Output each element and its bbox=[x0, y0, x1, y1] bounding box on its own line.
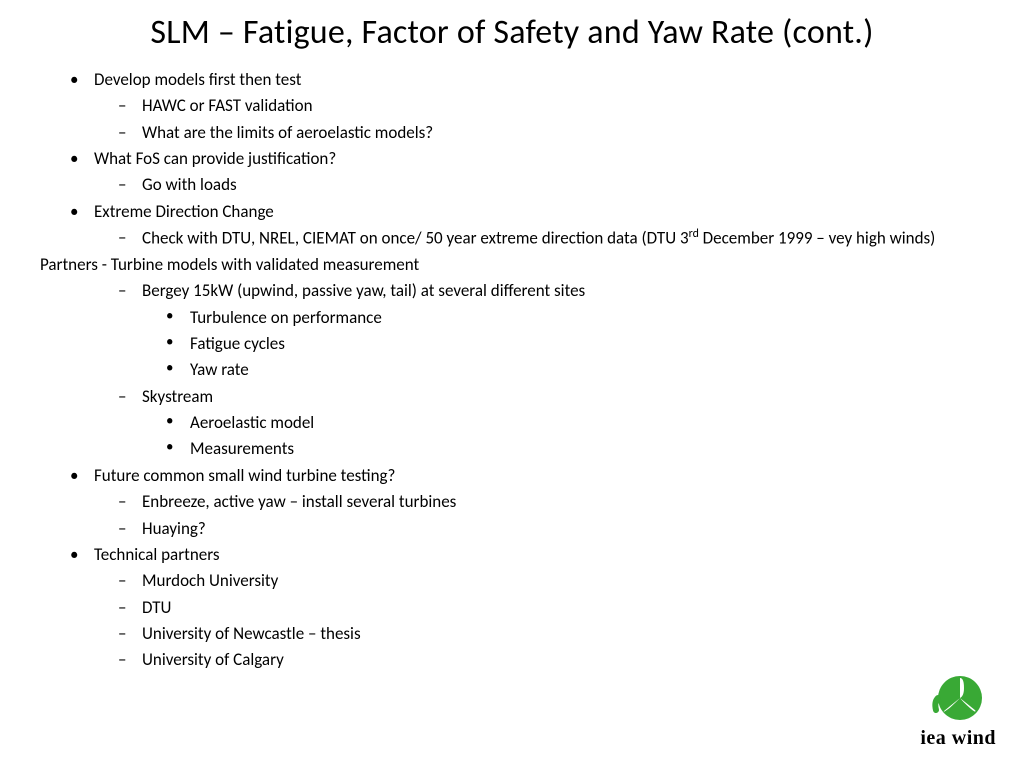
partners-text: Partners - Turbine models with validated… bbox=[40, 254, 419, 275]
bullet-list: Develop models first then test HAWC or F… bbox=[40, 67, 984, 674]
bullet-text: Develop models first then test bbox=[94, 69, 301, 90]
sub-bullet: Enbreeze, active yaw – install several t… bbox=[142, 489, 984, 515]
sub-bullet: Bergey 15kW (upwind, passive yaw, tail) … bbox=[142, 278, 984, 383]
sub-sub-bullet: Aeroelastic model bbox=[190, 410, 984, 436]
sub-bullet: Skystream Aeroelastic model Measurements bbox=[142, 384, 984, 463]
iea-wind-logo: iea wind bbox=[920, 674, 996, 750]
sub-sub-bullet: Yaw rate bbox=[190, 357, 984, 383]
bullet-text: What FoS can provide justification? bbox=[94, 148, 336, 169]
sub-bullet: Go with loads bbox=[142, 172, 984, 198]
partners-heading: Partners - Turbine models with validated… bbox=[40, 252, 984, 463]
turbine-globe-icon bbox=[930, 674, 986, 724]
sub-bullet: University of Calgary bbox=[142, 647, 984, 673]
sub-bullet: What are the limits of aeroelastic model… bbox=[142, 120, 984, 146]
sub-bullet: Murdoch University bbox=[142, 568, 984, 594]
bullet-item: Develop models first then test HAWC or F… bbox=[94, 67, 984, 146]
sub-bullet: HAWC or FAST validation bbox=[142, 93, 984, 119]
bullet-item: Extreme Direction Change Check with DTU,… bbox=[94, 199, 984, 252]
bullet-text: Technical partners bbox=[94, 544, 220, 565]
sub-bullet: University of Newcastle – thesis bbox=[142, 621, 984, 647]
sub-sub-bullet: Turbulence on performance bbox=[190, 305, 984, 331]
sub-sub-bullet: Fatigue cycles bbox=[190, 331, 984, 357]
sub-sub-bullet: Measurements bbox=[190, 436, 984, 462]
sub-bullet: Check with DTU, NREL, CIEMAT on once/ 50… bbox=[142, 225, 984, 252]
slide-title: SLM – Fatigue, Factor of Safety and Yaw … bbox=[40, 12, 984, 53]
sub-bullet: Huaying? bbox=[142, 516, 984, 542]
slide-content: SLM – Fatigue, Factor of Safety and Yaw … bbox=[0, 0, 1024, 674]
bullet-item: What FoS can provide justification? Go w… bbox=[94, 146, 984, 199]
bullet-text: Future common small wind turbine testing… bbox=[94, 465, 395, 486]
logo-text: iea wind bbox=[920, 727, 996, 750]
bullet-text: Extreme Direction Change bbox=[94, 201, 274, 222]
bullet-item: Future common small wind turbine testing… bbox=[94, 463, 984, 542]
bullet-item: Technical partners Murdoch University DT… bbox=[94, 542, 984, 674]
sub-bullet: DTU bbox=[142, 595, 984, 621]
